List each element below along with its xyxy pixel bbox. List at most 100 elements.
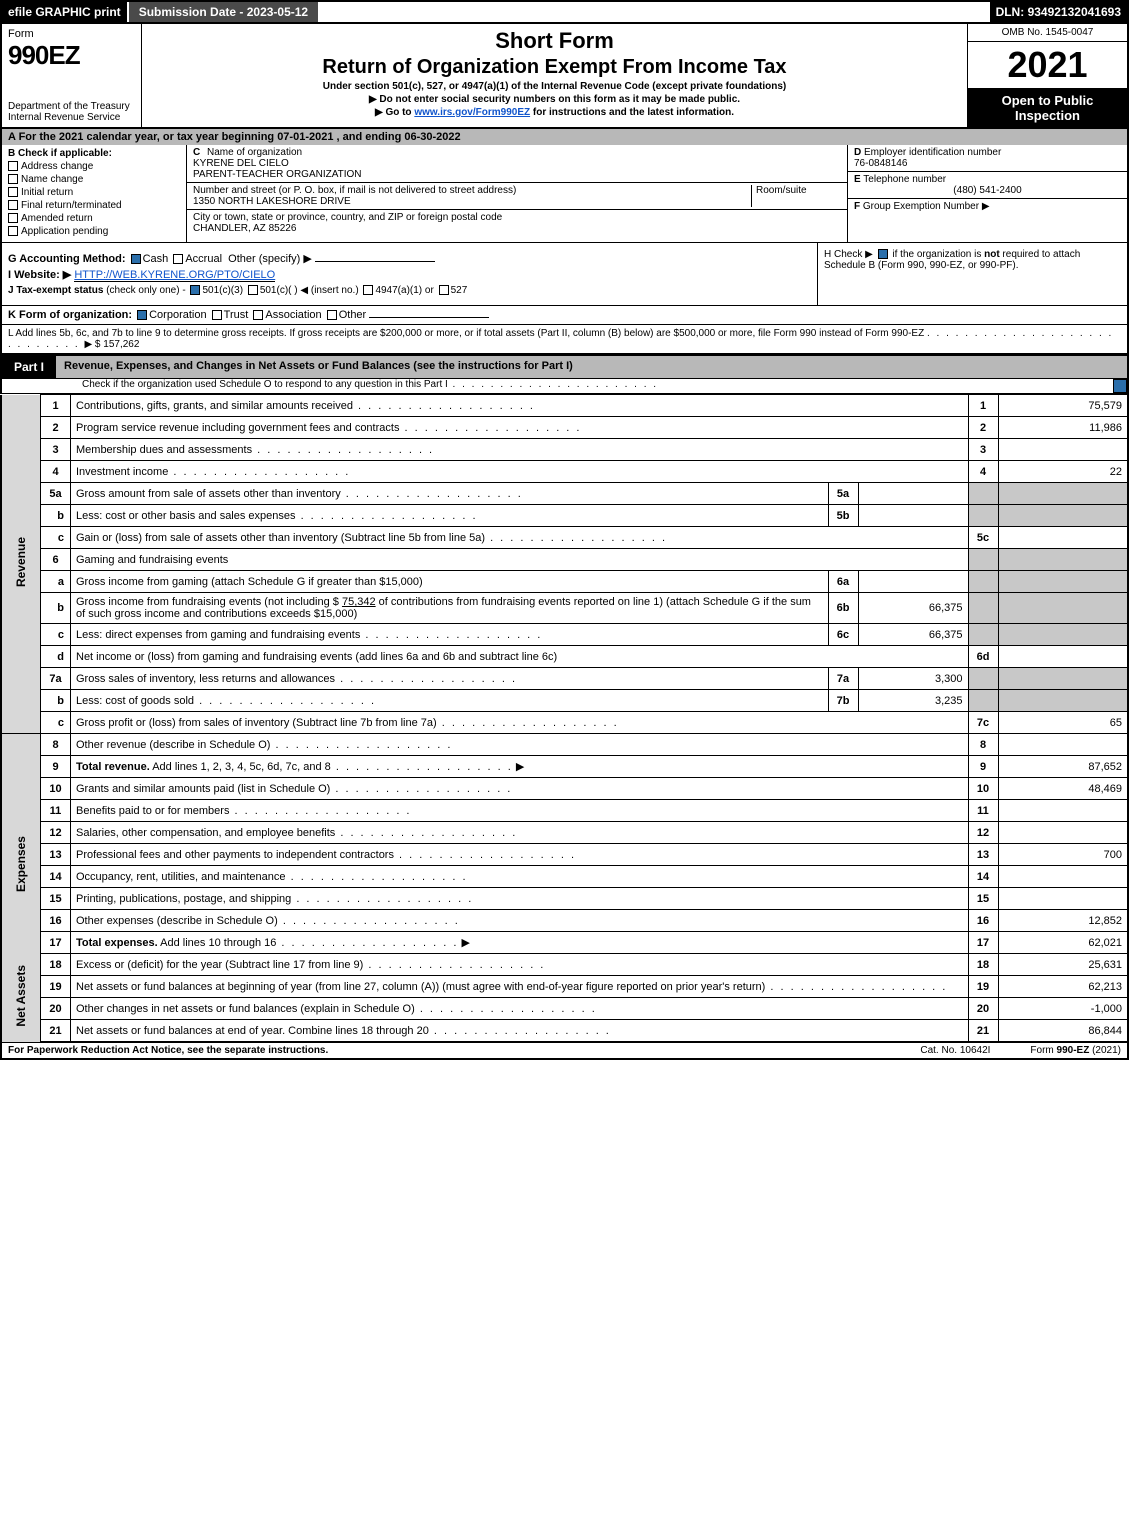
c-txt: Name of organization xyxy=(207,147,302,158)
h-txt1: H Check ▶ xyxy=(824,249,873,260)
h-txt2: if the organization is xyxy=(892,249,984,260)
section-ghij: G Accounting Method: Cash Accrual Other … xyxy=(0,243,1129,306)
line-4: 4 Investment income 4 22 xyxy=(1,461,1128,483)
j-527-chk[interactable] xyxy=(439,285,449,295)
line-5a: 5a Gross amount from sale of assets othe… xyxy=(1,483,1128,505)
g-accrual-chk[interactable] xyxy=(173,254,183,264)
line-10: Expenses 10 Grants and similar amounts p… xyxy=(1,778,1128,800)
chk-address-change[interactable]: Address change xyxy=(8,161,180,172)
header-right: OMB No. 1545-0047 2021 Open to Public In… xyxy=(967,24,1127,127)
h-chk[interactable] xyxy=(878,249,888,259)
line-6b: b Gross income from fundraising events (… xyxy=(1,593,1128,624)
c-org-name: C Name of organization KYRENE DEL CIELO … xyxy=(187,145,847,183)
form-word: Form xyxy=(8,28,135,40)
line-17: 17 Total expenses. Add lines 10 through … xyxy=(1,932,1128,954)
street-val: 1350 NORTH LAKESHORE DRIVE xyxy=(193,196,351,207)
line-12: 12 Salaries, other compensation, and emp… xyxy=(1,822,1128,844)
g-other: Other (specify) ▶ xyxy=(228,253,312,265)
line-8: 8 Other revenue (describe in Schedule O)… xyxy=(1,734,1128,756)
open-to-public: Open to Public Inspection xyxy=(968,89,1127,127)
header-left: Form 990EZ Department of the Treasury In… xyxy=(2,24,142,127)
line-13: 13 Professional fees and other payments … xyxy=(1,844,1128,866)
irs-link[interactable]: www.irs.gov/Form990EZ xyxy=(414,107,530,118)
opt-amended: Amended return xyxy=(21,213,93,224)
j-501c3-chk[interactable] xyxy=(190,285,200,295)
header-center: Short Form Return of Organization Exempt… xyxy=(142,24,967,127)
line-15: 15 Printing, publications, postage, and … xyxy=(1,888,1128,910)
j-4947-chk[interactable] xyxy=(363,285,373,295)
line-19: 19 Net assets or fund balances at beginn… xyxy=(1,976,1128,998)
f-txt: Group Exemption Number ▶ xyxy=(863,201,990,212)
line-6d: d Net income or (loss) from gaming and f… xyxy=(1,646,1128,668)
ein-val: 76-0848146 xyxy=(854,158,907,169)
line-1: Revenue 1 Contributions, gifts, grants, … xyxy=(1,395,1128,417)
c-lbl: C xyxy=(193,147,200,158)
instr-no-ssn: ▶ Do not enter social security numbers o… xyxy=(150,94,959,105)
k-corp-chk[interactable] xyxy=(137,310,147,320)
side-netassets: Net Assets xyxy=(1,954,41,1042)
g-line: G Accounting Method: Cash Accrual Other … xyxy=(8,252,811,265)
city-val: CHANDLER, AZ 85226 xyxy=(193,223,296,234)
opt-address-change: Address change xyxy=(21,161,93,172)
i-line: I Website: ▶ HTTP://WEB.KYRENE.ORG/PTO/C… xyxy=(8,268,811,282)
line-5b: b Less: cost or other basis and sales ex… xyxy=(1,505,1128,527)
chk-app-pending[interactable]: Application pending xyxy=(8,226,180,237)
omb: OMB No. 1545-0047 xyxy=(968,24,1127,42)
k-lbl: K Form of organization: xyxy=(8,309,132,321)
l-amt: 157,262 xyxy=(103,339,139,350)
k-trust-chk[interactable] xyxy=(212,310,222,320)
line-11: 11 Benefits paid to or for members 11 xyxy=(1,800,1128,822)
street-lbl: Number and street (or P. O. box, if mail… xyxy=(193,185,516,196)
title-short-form: Short Form xyxy=(150,28,959,54)
form-header: Form 990EZ Department of the Treasury In… xyxy=(0,22,1129,129)
line-6: 6 Gaming and fundraising events xyxy=(1,549,1128,571)
part1-chk[interactable] xyxy=(1113,379,1127,393)
f-lbl: F xyxy=(854,201,860,212)
foot-catno: Cat. No. 10642I xyxy=(920,1045,990,1056)
j-501c-chk[interactable] xyxy=(248,285,258,295)
k-other-blank[interactable] xyxy=(369,317,489,318)
chk-final-return[interactable]: Final return/terminated xyxy=(8,200,180,211)
l-txt: L Add lines 5b, 6c, and 7b to line 9 to … xyxy=(8,328,924,339)
j-501c3: 501(c)(3) xyxy=(202,285,243,296)
foot-right: Form 990-EZ (2021) xyxy=(1030,1045,1121,1056)
line-7b: b Less: cost of goods sold 7b 3,235 xyxy=(1,690,1128,712)
h-box: H Check ▶ if the organization is not req… xyxy=(817,243,1127,305)
chk-name-change[interactable]: Name change xyxy=(8,174,180,185)
k-other: Other xyxy=(339,309,367,321)
foot-left: For Paperwork Reduction Act Notice, see … xyxy=(8,1045,880,1056)
d-lbl: D xyxy=(854,147,861,158)
submission-date: Submission Date - 2023-05-12 xyxy=(127,2,320,22)
footer: For Paperwork Reduction Act Notice, see … xyxy=(0,1042,1129,1060)
lines-table: Revenue 1 Contributions, gifts, grants, … xyxy=(0,394,1129,1042)
part1-badge: Part I xyxy=(2,356,56,378)
opt-final: Final return/terminated xyxy=(21,200,122,211)
g-other-blank[interactable] xyxy=(315,261,435,262)
line-2: 2 Program service revenue including gove… xyxy=(1,417,1128,439)
part1-sub-txt: Check if the organization used Schedule … xyxy=(2,379,1113,393)
g-cash-chk[interactable] xyxy=(131,254,141,264)
k-other-chk[interactable] xyxy=(327,310,337,320)
k-assoc: Association xyxy=(265,309,321,321)
top-bar: efile GRAPHIC print Submission Date - 20… xyxy=(0,0,1129,22)
instr2-pre: ▶ Go to xyxy=(375,107,414,118)
subtitle: Under section 501(c), 527, or 4947(a)(1)… xyxy=(150,81,959,92)
row-k: K Form of organization: Corporation Trus… xyxy=(0,306,1129,325)
website-link[interactable]: HTTP://WEB.KYRENE.ORG/PTO/CIELO xyxy=(74,269,275,282)
chk-initial-return[interactable]: Initial return xyxy=(8,187,180,198)
f-group: F Group Exemption Number ▶ xyxy=(848,199,1127,242)
k-assoc-chk[interactable] xyxy=(253,310,263,320)
j-501c: 501(c)( ) xyxy=(260,285,298,296)
efile-label: efile GRAPHIC print xyxy=(2,2,127,22)
chk-amended[interactable]: Amended return xyxy=(8,213,180,224)
line-3: 3 Membership dues and assessments 3 xyxy=(1,439,1128,461)
row-l: L Add lines 5b, 6c, and 7b to line 9 to … xyxy=(0,325,1129,354)
line-21: 21 Net assets or fund balances at end of… xyxy=(1,1020,1128,1042)
subdate-val: 2023-05-12 xyxy=(247,5,308,19)
dln-lbl: DLN: xyxy=(996,5,1028,19)
e-txt: Telephone number xyxy=(863,174,946,185)
part1-title: Revenue, Expenses, and Changes in Net As… xyxy=(56,356,1127,378)
col-b: B Check if applicable: Address change Na… xyxy=(2,145,187,242)
section-bcdef: B Check if applicable: Address change Na… xyxy=(0,145,1129,243)
j-527: 527 xyxy=(451,285,468,296)
